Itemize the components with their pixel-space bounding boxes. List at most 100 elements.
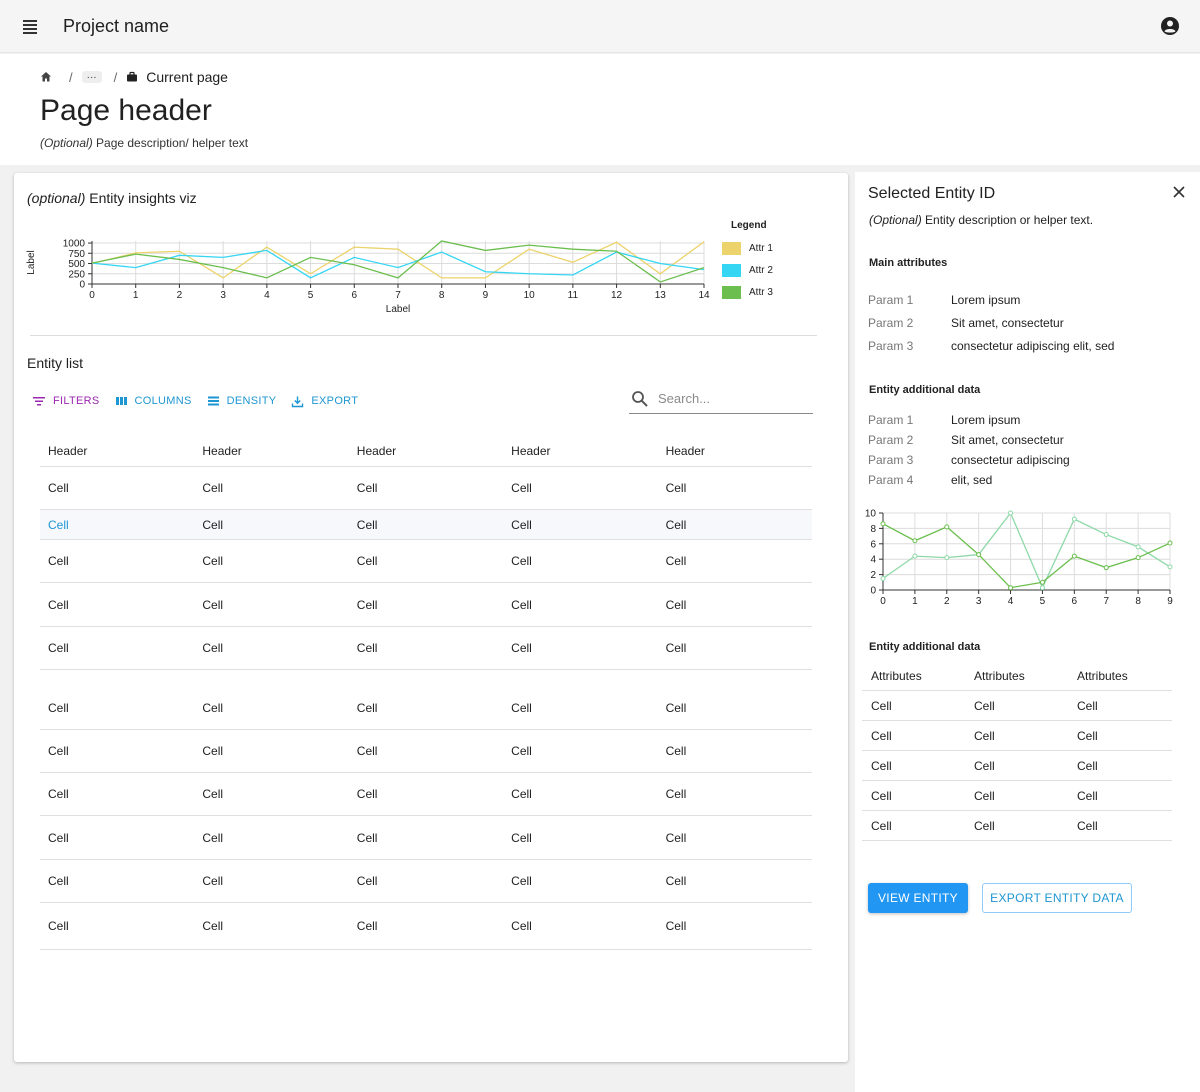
home-icon[interactable] <box>40 71 52 83</box>
section-divider <box>30 335 817 336</box>
column-header[interactable]: Attributes <box>974 668 1025 683</box>
table-cell: Cell <box>202 700 224 715</box>
panel-description-text: Entity description or helper text. <box>921 213 1094 227</box>
page-title: Page header <box>40 94 212 127</box>
series-line-3 <box>91 240 705 283</box>
table-row[interactable]: Cell Cell Cell Cell Cell <box>40 903 812 950</box>
param-key: Param 3 <box>868 453 914 467</box>
column-header[interactable]: Attributes <box>871 668 922 683</box>
table-cell: Cell <box>665 700 687 715</box>
table-row[interactable]: Cell Cell Cell Cell Cell <box>40 860 812 903</box>
entity-detail-panel: Selected Entity ID (Optional) Entity des… <box>855 172 1200 1092</box>
table-row[interactable]: Cell Cell Cell Cell Cell <box>40 627 812 670</box>
table-row-selected[interactable]: Cell Cell Cell Cell Cell <box>40 510 812 540</box>
legend-item-attr-1: Attr 1 <box>722 237 822 259</box>
columns-button[interactable]: COLUMNS <box>115 395 192 407</box>
param-value: elit, sed <box>951 473 993 487</box>
data-point <box>944 555 950 561</box>
table-cell: Cell <box>1077 818 1098 833</box>
table-cell-link[interactable]: Cell <box>48 517 69 532</box>
table-cell: Cell <box>202 481 224 495</box>
view-entity-button[interactable]: VIEW ENTITY <box>868 883 968 913</box>
legend-swatch <box>722 263 741 277</box>
table-cell: Cell <box>665 830 687 845</box>
table-row[interactable]: Cell Cell Cell Cell Cell <box>40 773 812 816</box>
attributes-table: Attributes Attributes Attributes Cell Ce… <box>862 661 1172 841</box>
x-axis-label: Label <box>386 304 410 315</box>
x-tick-label: 7 <box>1103 596 1109 606</box>
column-header[interactable]: Header <box>356 443 397 458</box>
column-header[interactable]: Attributes <box>1077 668 1128 683</box>
table-cell: Cell <box>871 758 892 773</box>
table-row[interactable]: Cell Cell Cell Cell Cell <box>40 686 812 730</box>
export-button[interactable]: EXPORT <box>291 395 358 408</box>
main-attributes-list: Param 1 Lorem ipsum Param 2 Sit amet, cons… <box>868 288 1114 357</box>
table-cell: Cell <box>48 787 69 801</box>
x-tick-label: 12 <box>611 290 623 301</box>
series-line-2 <box>91 249 705 279</box>
legend-title: Legend <box>731 220 767 231</box>
table-cell: Cell <box>665 597 687 612</box>
chart-legend: Legend Attr 1 Attr 2 Attr 3 <box>722 220 822 303</box>
table-cell: Cell <box>48 597 69 612</box>
close-icon[interactable] <box>1172 185 1186 199</box>
table-row[interactable]: Cell Cell Cell <box>862 781 1172 811</box>
table-cell: Cell <box>871 788 892 803</box>
table-row[interactable]: Cell Cell Cell Cell Cell <box>40 540 812 583</box>
y-axis-label: Label <box>26 250 37 274</box>
additional-data-list: Param 1 Lorem ipsum Param 2 Sit amet, cons… <box>868 410 1070 490</box>
panel-description-optional: (Optional) <box>869 213 922 227</box>
table-row[interactable]: Cell Cell Cell Cell Cell <box>40 816 812 860</box>
table-row[interactable]: Cell Cell Cell Cell Cell <box>40 730 812 773</box>
legend-label: Attr 3 <box>749 286 773 298</box>
columns-label: COLUMNS <box>134 395 192 407</box>
account-circle-icon[interactable] <box>1160 16 1180 36</box>
x-tick-label: 9 <box>483 290 489 301</box>
filters-button[interactable]: FILTERS <box>32 395 100 407</box>
table-row[interactable]: Cell Cell Cell Cell Cell <box>40 467 812 510</box>
column-header[interactable]: Header <box>511 443 551 458</box>
table-row[interactable]: Cell Cell Cell <box>862 751 1172 781</box>
search-field[interactable] <box>629 384 813 414</box>
param-value: Lorem ipsum <box>951 292 1021 307</box>
export-entity-data-button[interactable]: EXPORT ENTITY DATA <box>982 883 1132 913</box>
entity-insights-chart: 0 1 2 3 4 5 6 7 8 9 10 11 12 13 1402505007501000LabelL… <box>26 239 710 315</box>
density-button[interactable]: DENSITY <box>207 395 277 407</box>
y-tick-label: 4 <box>870 555 876 566</box>
table-row[interactable]: Cell Cell Cell <box>862 721 1172 751</box>
table-cell: Cell <box>356 874 378 888</box>
table-cell: Cell <box>202 641 224 655</box>
x-tick-label: 8 <box>439 290 445 301</box>
breadcrumb-current: Current page <box>146 69 228 85</box>
y-tick-label: 1000 <box>63 239 86 250</box>
table-cell: Cell <box>511 597 532 612</box>
panel-title: Selected Entity ID <box>868 185 996 202</box>
column-header[interactable]: Header <box>665 443 705 458</box>
x-tick-label: 9 <box>1167 596 1173 606</box>
hamburger-menu-icon[interactable] <box>14 11 46 43</box>
table-row[interactable]: Cell Cell Cell <box>862 691 1172 721</box>
table-cell: Cell <box>511 517 532 532</box>
y-tick-label: 750 <box>68 249 85 260</box>
table-row[interactable]: Cell Cell Cell Cell Cell <box>40 583 812 627</box>
data-point <box>880 575 886 581</box>
param-row: Param 1 Lorem ipsum <box>868 288 1114 311</box>
table-cell: Cell <box>511 874 532 888</box>
x-tick-label: 4 <box>264 290 270 301</box>
entity-table: Header Header Header Header Header Cell … <box>40 435 812 950</box>
x-tick-label: 3 <box>220 290 226 301</box>
column-header[interactable]: Header <box>48 443 88 458</box>
param-row: Param 1 Lorem ipsum <box>868 410 1070 430</box>
y-tick-label: 500 <box>68 259 85 270</box>
data-point <box>1167 564 1173 570</box>
main-attributes-title: Main attributes <box>869 257 948 269</box>
filter-icon <box>33 397 45 406</box>
table-cell: Cell <box>48 830 69 845</box>
search-input[interactable] <box>658 391 798 406</box>
column-header[interactable]: Header <box>202 443 242 458</box>
breadcrumb-ellipsis[interactable]: ··· <box>81 71 102 83</box>
filters-label: FILTERS <box>53 395 100 407</box>
table-row[interactable]: Cell Cell Cell <box>862 811 1172 841</box>
table-cell: Cell <box>665 517 687 532</box>
series-line-2 <box>882 523 1171 589</box>
